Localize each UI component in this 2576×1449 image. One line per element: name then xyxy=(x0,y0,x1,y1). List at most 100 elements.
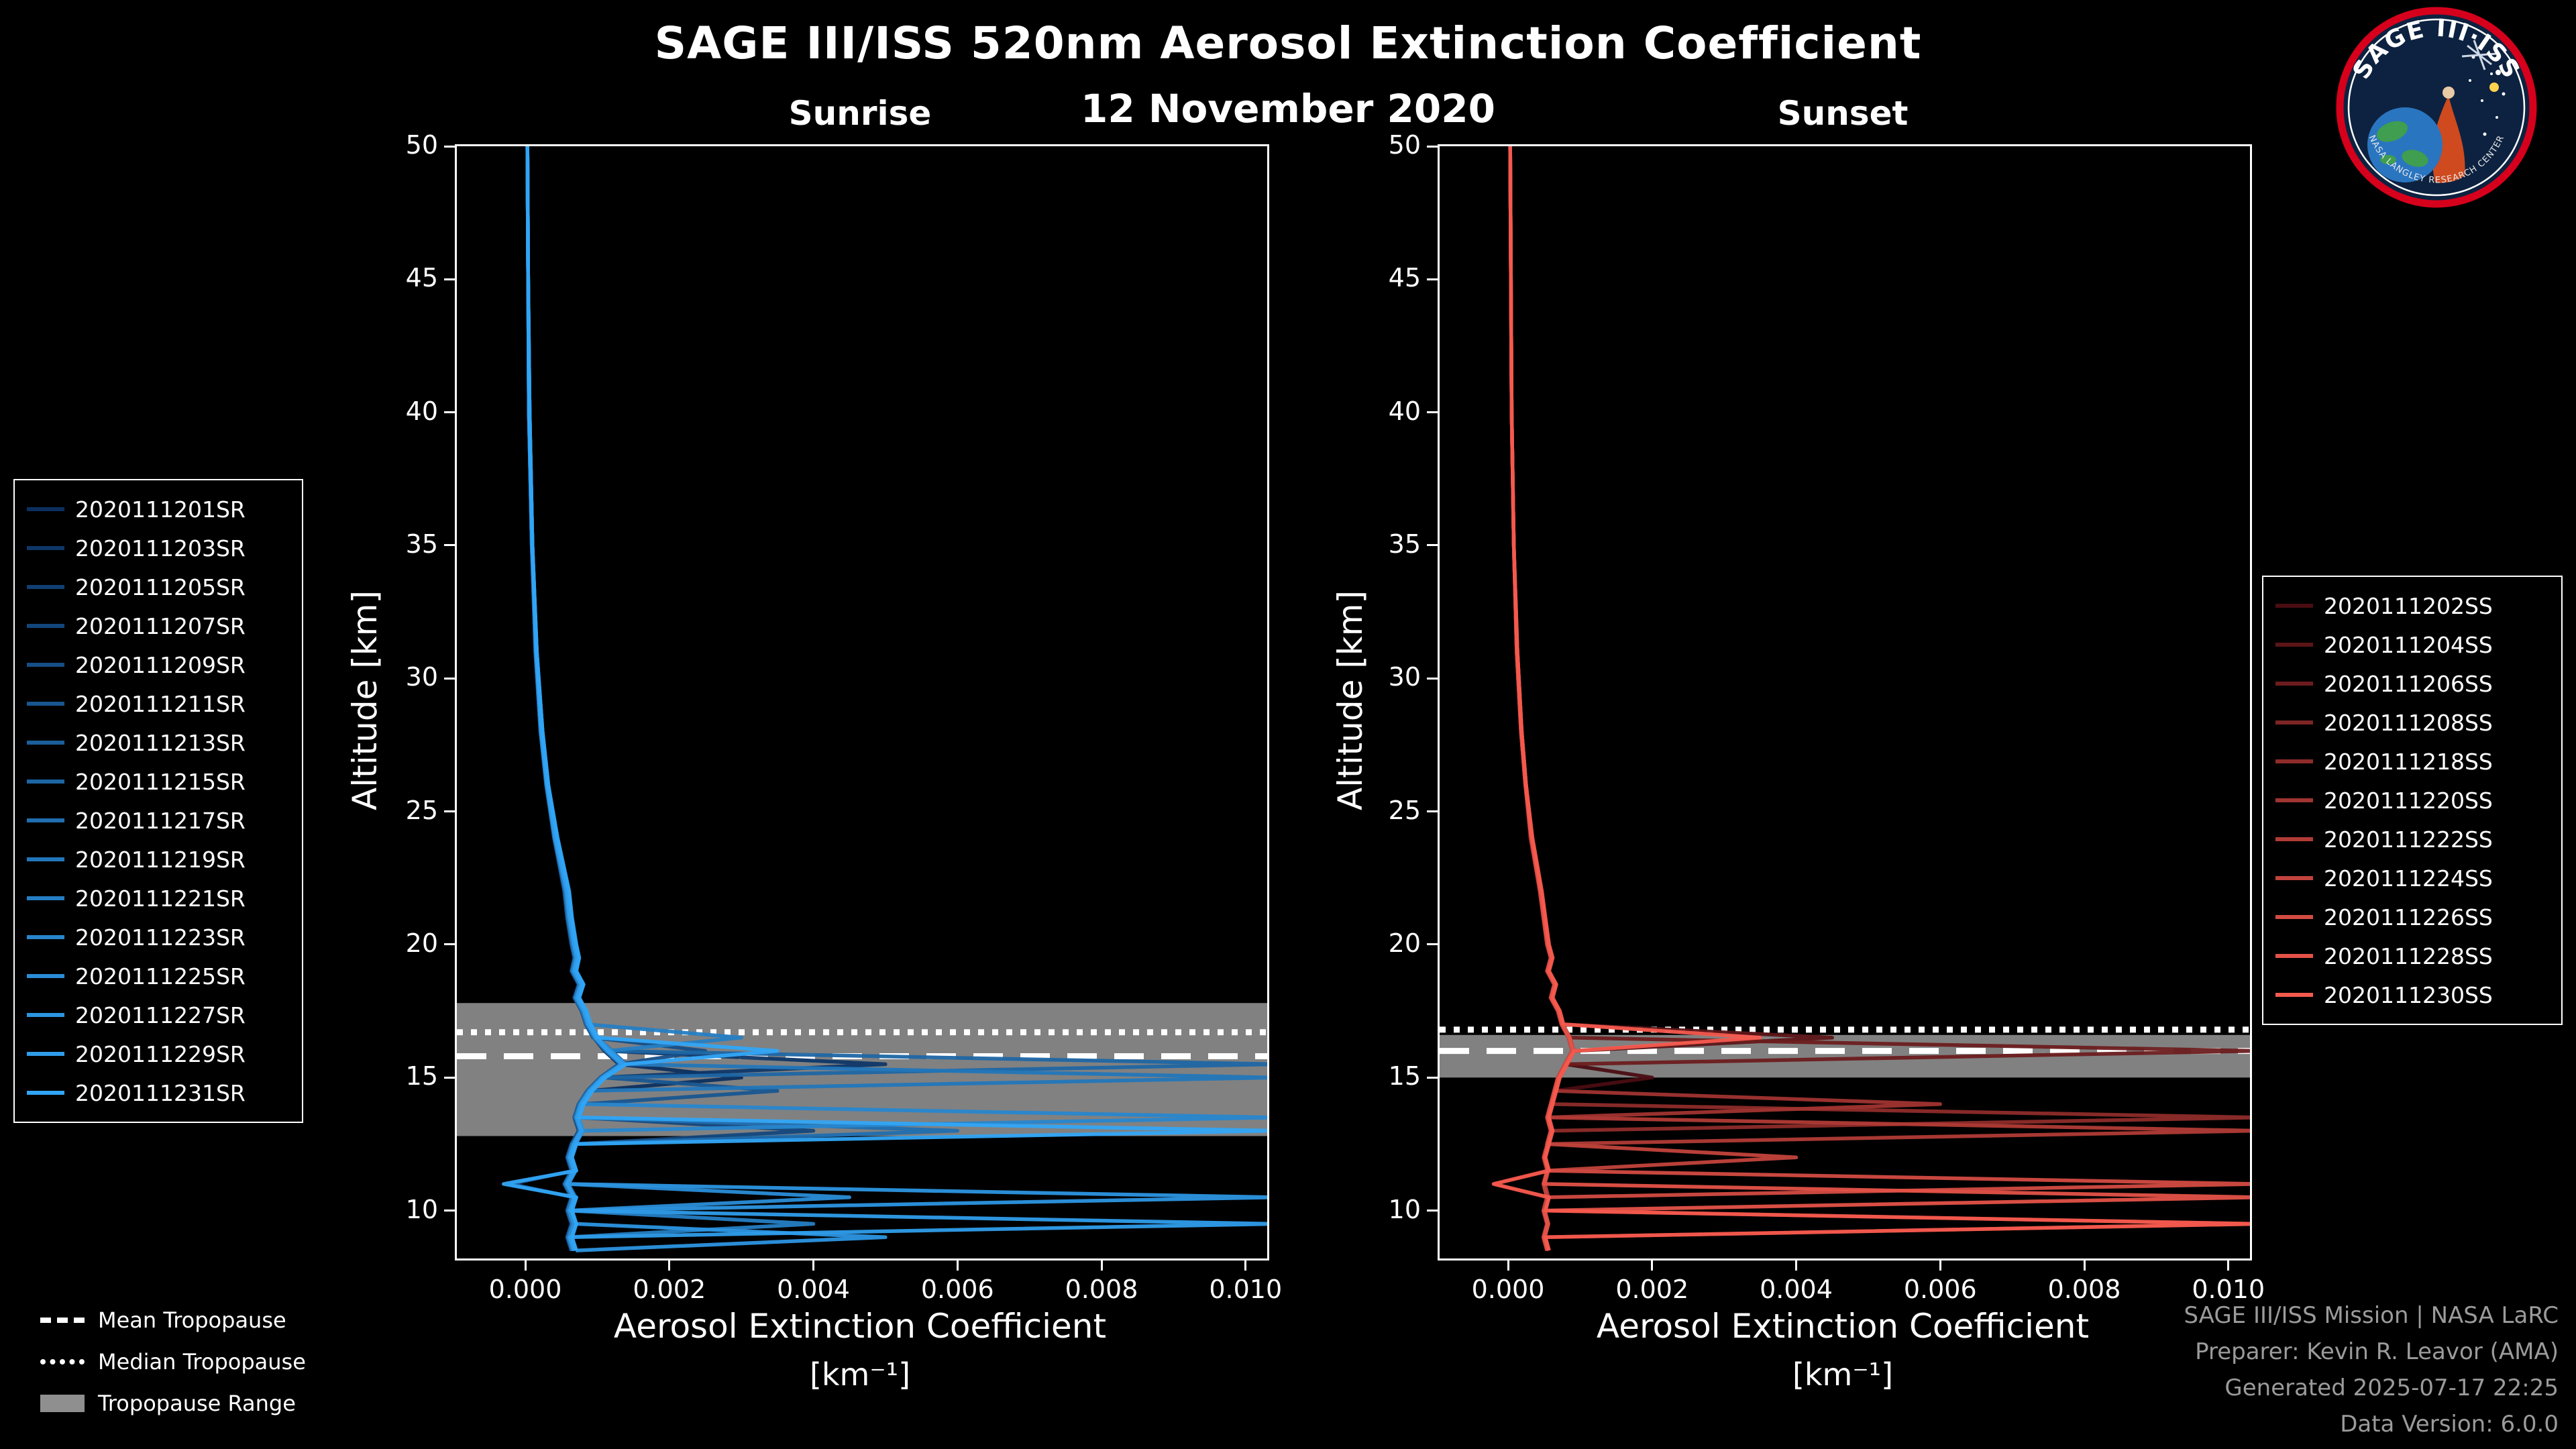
legend-item: 2020111220SS xyxy=(2275,781,2549,820)
legend-swatch xyxy=(27,1091,64,1095)
y-tick-label: 15 xyxy=(405,1061,438,1091)
series-line-2020111206SS xyxy=(1508,146,2250,1251)
legend-item: 2020111209SR xyxy=(27,645,290,684)
legend-swatch xyxy=(2275,720,2313,724)
y-tick-label: 30 xyxy=(1388,662,1421,692)
x-tick-mark xyxy=(668,1260,671,1271)
legend-label: 2020111231SR xyxy=(75,1079,246,1106)
series-line-2020111224SS xyxy=(1508,146,1799,1251)
legend-item: 2020111218SS xyxy=(2275,742,2549,781)
legend-item: 2020111219SR xyxy=(27,840,290,879)
legend-swatch xyxy=(2275,643,2313,647)
credit-line-mission: SAGE III/ISS Mission | NASA LaRC xyxy=(2184,1302,2559,1329)
legend-swatch xyxy=(27,1013,64,1017)
legend-swatch xyxy=(27,896,64,900)
y-tick-label: 15 xyxy=(1388,1061,1421,1091)
gray-band-swatch xyxy=(40,1395,85,1412)
y-tick-mark xyxy=(444,1210,455,1212)
tropopause-range-label: Tropopause Range xyxy=(98,1391,296,1416)
x-tick-mark xyxy=(1100,1260,1103,1271)
series-line-2020111220SS xyxy=(1508,146,2250,1251)
x-tick-mark xyxy=(1939,1260,1941,1271)
y-tick-label: 10 xyxy=(405,1194,438,1224)
x-tick-label: 0.008 xyxy=(1065,1275,1138,1304)
legend-item: 2020111231SR xyxy=(27,1073,290,1112)
legend-swatch xyxy=(2275,876,2313,880)
legend-label: 2020111223SR xyxy=(75,924,246,951)
legend-item: 2020111204SS xyxy=(2275,625,2549,664)
y-tick-mark xyxy=(1427,943,1438,946)
legend-item: 2020111215SR xyxy=(27,762,290,801)
y-tick-mark xyxy=(1427,1076,1438,1079)
earth-icon xyxy=(2367,107,2443,182)
legend-label: 2020111219SR xyxy=(75,846,246,873)
median-tropopause-legend-item: Median Tropopause xyxy=(40,1346,306,1378)
page-date: 12 November 2020 xyxy=(1081,86,1495,131)
x-tick-mark xyxy=(812,1260,815,1271)
y-tick-mark xyxy=(1427,810,1438,813)
y-tick-mark xyxy=(1427,411,1438,414)
legend-label: 2020111205SR xyxy=(75,574,246,600)
x-tick-label: 0.006 xyxy=(920,1275,994,1304)
dashed-line-swatch xyxy=(40,1318,85,1323)
legend-label: 2020111204SS xyxy=(2324,631,2493,658)
legend-label: 2020111224SS xyxy=(2324,865,2493,892)
legend-label: 2020111208SS xyxy=(2324,709,2493,736)
legend-swatch xyxy=(27,624,64,628)
y-tick-mark xyxy=(444,677,455,680)
y-tick-label: 25 xyxy=(405,795,438,825)
sunrise-x-axis-label: Aerosol Extinction Coefficient xyxy=(613,1307,1107,1346)
y-tick-mark xyxy=(1427,1210,1438,1212)
legend-label: 2020111229SR xyxy=(75,1040,246,1067)
mean-tropopause-label: Mean Tropopause xyxy=(98,1307,286,1333)
legend-item: 2020111225SR xyxy=(27,957,290,996)
page-title: SAGE III/ISS 520nm Aerosol Extinction Co… xyxy=(654,17,1922,69)
x-tick-label: 0.010 xyxy=(2192,1275,2265,1304)
legend-item: 2020111208SS xyxy=(2275,703,2549,742)
y-tick-label: 10 xyxy=(1388,1194,1421,1224)
legend-item: 2020111207SR xyxy=(27,606,290,645)
legend-swatch xyxy=(2275,954,2313,958)
legend-swatch xyxy=(27,507,64,511)
sunrise-legend: 2020111201SR 2020111203SR 2020111205SR 2020… xyxy=(13,479,303,1123)
y-tick-mark xyxy=(444,544,455,547)
y-tick-label: 40 xyxy=(405,396,438,426)
x-tick-label: 0.000 xyxy=(488,1275,562,1304)
x-tick-label: 0.002 xyxy=(633,1275,706,1304)
x-tick-label: 0.006 xyxy=(1903,1275,1977,1304)
legend-item: 2020111228SS xyxy=(2275,936,2549,975)
legend-label: 2020111225SR xyxy=(75,963,246,989)
y-tick-label: 45 xyxy=(405,263,438,293)
tropopause-legend: Mean Tropopause Median Tropopause Tropop… xyxy=(40,1304,306,1429)
x-tick-label: 0.010 xyxy=(1209,1275,1283,1304)
sunrise-panel-title: Sunrise xyxy=(788,94,932,133)
legend-label: 2020111222SS xyxy=(2324,826,2493,853)
legend-label: 2020111203SR xyxy=(75,535,246,561)
legend-label: 2020111221SR xyxy=(75,885,246,912)
legend-label: 2020111227SR xyxy=(75,1002,246,1028)
sunset-y-axis-label: Altitude [km] xyxy=(1331,590,1370,810)
logo-inner-ring xyxy=(2347,18,2526,197)
legend-label: 2020111217SR xyxy=(75,807,246,834)
dotted-line-swatch xyxy=(40,1359,85,1364)
y-tick-mark xyxy=(1427,278,1438,280)
x-tick-mark xyxy=(524,1260,527,1271)
legend-item: 2020111227SR xyxy=(27,996,290,1034)
logo-stars xyxy=(2469,55,2506,136)
credit-line-preparer: Preparer: Kevin R. Leavor (AMA) xyxy=(2195,1338,2559,1365)
sunrise-y-axis-label: Altitude [km] xyxy=(345,590,384,810)
y-tick-mark xyxy=(1427,145,1438,148)
sage-iss-logo-svg: SAGE III·ISS NASA LANGLEY RESEARCH CENTE… xyxy=(2336,7,2537,208)
x-tick-mark xyxy=(2083,1260,2086,1271)
y-tick-label: 50 xyxy=(1388,130,1421,160)
y-tick-label: 20 xyxy=(1388,928,1421,958)
legend-item: 2020111211SR xyxy=(27,684,290,723)
legend-label: 2020111206SS xyxy=(2324,670,2493,697)
legend-label: 2020111215SR xyxy=(75,768,246,795)
y-tick-label: 40 xyxy=(1388,396,1421,426)
y-tick-mark xyxy=(444,278,455,280)
legend-swatch xyxy=(2275,993,2313,997)
legend-swatch xyxy=(27,546,64,550)
legend-item: 2020111202SS xyxy=(2275,586,2549,625)
